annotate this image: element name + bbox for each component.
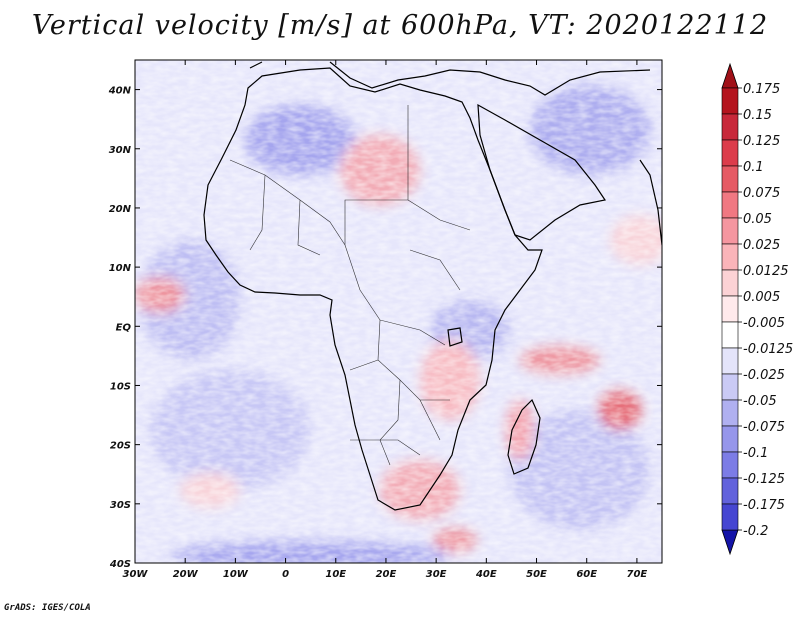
lon-axis: 30W 20W 10W 0 10E 20E 30E 40E 50E 60E 70E [123,60,648,580]
colorbar-swatch [721,347,739,375]
lon-tick-label: 40E [475,569,497,580]
arabia-coastline [477,103,606,241]
colorbar-swatch [721,113,739,141]
colorbar-swatch [721,243,739,271]
colorbar-label: -0.025 [743,368,785,383]
lon-tick-label: 60E [576,569,597,580]
colorbar-label: -0.005 [743,316,785,331]
colorbar-label: 0.0125 [743,264,789,279]
lon-tick-label: 0 [282,569,289,580]
colorbar-swatch [721,451,739,479]
map-title: Vertical velocity [m/s] at 600hPa, VT: 2… [31,10,769,41]
colorbar-label: -0.05 [743,394,777,409]
colorbar-label: -0.125 [743,472,785,487]
lake-victoria [447,327,463,347]
lat-tick-label: 40S [109,559,131,570]
lat-tick-label: 10S [110,381,131,392]
colorbar-swatch [721,165,739,193]
colorbar-top-arrow [721,62,739,89]
colorbar-label: 0.15 [743,108,772,123]
colorbar-label: -0.175 [743,498,785,513]
lat-tick-label: 30N [109,145,132,156]
lon-tick-label: 10W [223,569,249,580]
lat-tick-label: 20S [110,441,131,452]
colorbar-label: -0.1 [743,446,768,461]
africa-coastline [203,67,543,511]
lon-tick-label: 10E [325,569,346,580]
velocity-field [135,60,662,563]
lon-tick-label: 30W [123,569,149,580]
lat-tick-label: 20N [109,204,132,215]
colorbar-label: 0.1 [743,160,764,175]
madagascar-coastline [507,398,541,475]
colorbar-label: 0.175 [743,82,780,97]
colorbar-swatch [721,425,739,453]
colorbar-swatch [721,191,739,219]
lat-tick-label: 30S [110,500,131,511]
colorbar-label: 0.075 [743,186,780,201]
colorbar-swatch [721,295,739,323]
coastlines [203,61,662,511]
colorbar-label: 0.025 [743,238,780,253]
border-line [229,105,471,466]
lat-tick-label: 40N [108,86,132,97]
colorbar-swatch [721,139,739,167]
colorbar-swatch [721,477,739,505]
europe-coastline [249,61,651,96]
colorbar-label: -0.2 [743,524,768,539]
colorbar-bottom-arrow [721,529,739,556]
lat-axis: 40N 30N 20N 10N EQ 10S 20S 30S 40S [108,86,662,570]
country-borders [229,105,471,466]
lon-tick-label: 30E [426,569,447,580]
colorbar-swatch [721,217,739,245]
grads-credit: GrADS: IGES/COLA [4,603,91,613]
lon-tick-label: 20E [376,569,397,580]
india-coastline [639,159,662,246]
colorbar-swatch [721,503,739,531]
colorbar-label: 0.05 [743,212,772,227]
colorbar-label: -0.075 [743,420,785,435]
colorbar-label: 0.005 [743,290,780,305]
colorbar-swatch [721,321,739,349]
field-streaks [135,60,662,563]
colorbar-label: 0.125 [743,134,780,149]
lon-tick-label: 20W [173,569,199,580]
colorbar: 0.175 0.15 0.125 0.1 0.075 0.05 0.025 0.0125 0.0… [721,62,793,556]
colorbar-swatch [721,399,739,427]
lat-tick-label: EQ [116,322,132,333]
lon-tick-label: 70E [627,569,648,580]
colorbar-swatch [721,373,739,401]
colorbar-swatch [721,87,739,115]
colorbar-label: -0.0125 [743,342,793,357]
lat-tick-label: 10N [109,263,132,274]
lon-tick-label: 50E [526,569,547,580]
colorbar-swatch [721,269,739,297]
plot-frame [134,59,663,564]
